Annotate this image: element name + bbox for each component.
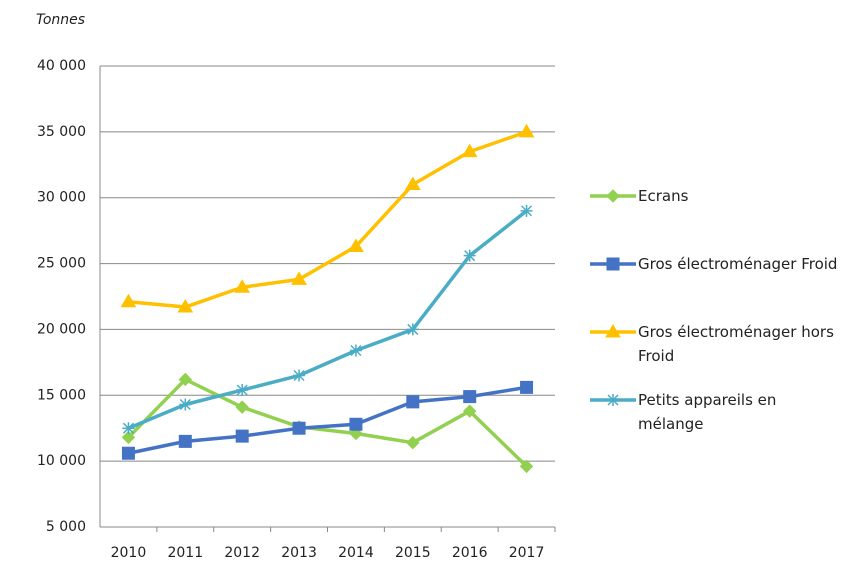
marker (519, 459, 534, 474)
marker (606, 257, 620, 271)
y-tick-label: 30 000 (37, 190, 86, 206)
y-tick-label: 25 000 (37, 256, 86, 272)
y-tick-label: 35 000 (37, 124, 86, 140)
x-tick-label: 2013 (281, 545, 317, 561)
x-tick-label: 2010 (111, 545, 147, 561)
x-tick-label: 2011 (167, 545, 203, 561)
marker (463, 249, 476, 262)
y-tick-label: 40 000 (37, 58, 86, 74)
marker (235, 429, 249, 443)
x-tick-label: 2017 (509, 545, 545, 561)
y-tick-label: 15 000 (37, 387, 86, 403)
marker (122, 422, 135, 435)
marker (234, 279, 251, 293)
marker (179, 398, 192, 411)
marker (292, 421, 306, 435)
marker (349, 344, 362, 357)
marker (607, 394, 619, 406)
marker (349, 417, 363, 431)
series (120, 123, 535, 313)
marker (520, 380, 534, 394)
marker (121, 446, 135, 460)
marker (291, 271, 307, 285)
legend-label: Ecrans (638, 187, 689, 205)
marker (463, 390, 477, 404)
marker (121, 430, 136, 445)
marker (461, 143, 478, 158)
marker (235, 400, 249, 414)
marker (518, 123, 535, 138)
series (121, 372, 534, 474)
marker (178, 434, 192, 448)
marker (177, 299, 194, 313)
marker (406, 323, 419, 336)
marker (606, 189, 620, 203)
series (121, 380, 534, 460)
series-line (127, 377, 528, 468)
marker (520, 204, 533, 217)
x-tick-label: 2012 (224, 545, 260, 561)
marker (348, 238, 364, 252)
y-tick-label: 20 000 (37, 321, 86, 337)
marker (293, 369, 306, 382)
marker (404, 176, 421, 191)
x-tick-label: 2015 (395, 545, 431, 561)
series-line (128, 385, 527, 455)
series-line (128, 130, 528, 309)
x-tick-label: 2014 (338, 545, 374, 561)
marker (406, 395, 420, 409)
marker (462, 404, 477, 418)
y-tick-label: 10 000 (37, 453, 86, 469)
x-tick-label: 2016 (452, 545, 488, 561)
y-tick-label: 5 000 (46, 519, 86, 535)
marker (120, 293, 137, 308)
legend-label: Gros électroménager Froid (638, 255, 838, 273)
marker (236, 384, 249, 397)
series-line (127, 209, 528, 430)
series (122, 204, 533, 435)
marker (605, 324, 621, 338)
legend-label: Gros électroménager hors Froid (638, 323, 834, 365)
legend-label: Petits appareils en mélange (638, 391, 777, 433)
y-axis-label: Tonnes (36, 12, 85, 28)
marker (406, 435, 420, 450)
marker (178, 372, 193, 387)
